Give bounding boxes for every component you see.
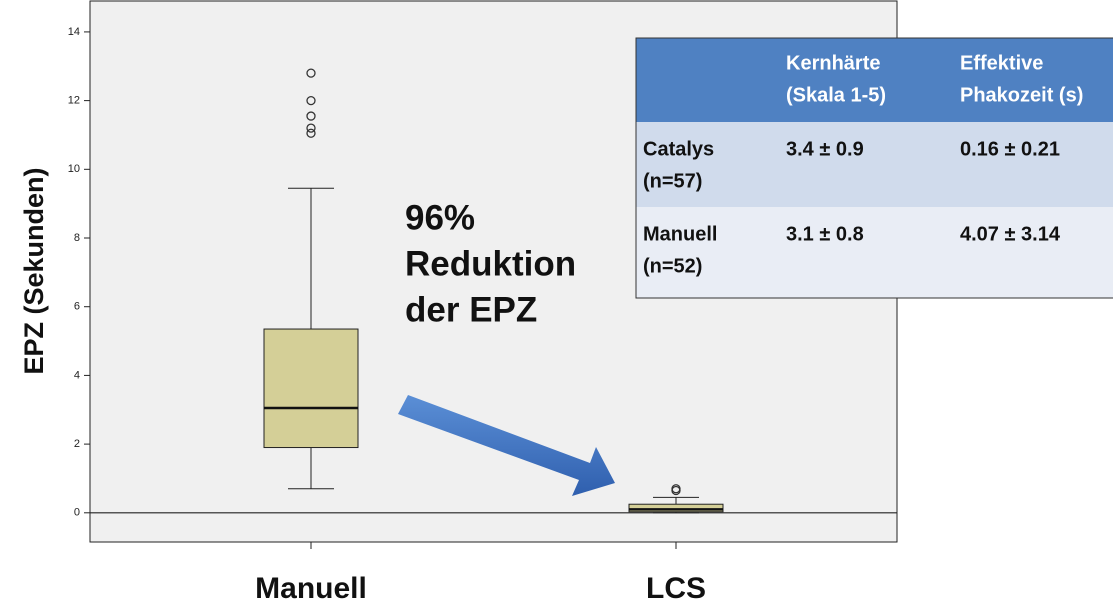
- table-row: [636, 38, 1113, 122]
- table-cell: 3.4 ± 0.9: [786, 138, 864, 160]
- y-tick-label: 4: [74, 369, 80, 381]
- y-tick-label: 0: [74, 507, 80, 519]
- table-cell: (Skala 1-5): [786, 84, 886, 106]
- table-row: [636, 122, 1113, 207]
- y-tick-label: 10: [68, 163, 80, 175]
- outlier: [306, 68, 316, 78]
- y-axis-label: EPZ (Sekunden): [19, 167, 49, 374]
- x-tick-label: LCS: [646, 572, 706, 605]
- table-cell: 3.1 ± 0.8: [786, 223, 864, 245]
- arrow: [398, 395, 615, 496]
- table-cell: 0.16 ± 0.21: [960, 138, 1060, 160]
- table-row: [636, 207, 1113, 298]
- table-cell: Effektive: [960, 52, 1043, 74]
- table-border: [635, 37, 1113, 299]
- outlier: [306, 111, 316, 121]
- outlier: [671, 484, 681, 494]
- table-cell: 4.07 ± 3.14: [960, 223, 1061, 245]
- y-tick-label: 14: [68, 26, 80, 38]
- outlier: [306, 95, 316, 106]
- outlier: [306, 128, 316, 138]
- y-tick-label: 2: [74, 438, 80, 450]
- outlier: [306, 123, 316, 133]
- y-tick-label: 12: [68, 95, 80, 107]
- y-tick-label: 6: [74, 301, 80, 313]
- x-tick-label: Manuell: [255, 572, 367, 605]
- annotation: Reduktion: [405, 244, 576, 283]
- table-cell: Kernhärte: [786, 52, 880, 74]
- table-cell: (n=52): [643, 255, 702, 277]
- table-cell: Catalys: [643, 138, 714, 160]
- table-cell: Phakozeit (s): [960, 84, 1083, 106]
- table-cell: Manuell: [643, 223, 717, 245]
- y-tick-label: 8: [74, 232, 80, 244]
- box: [628, 503, 724, 513]
- annotation: der EPZ: [405, 290, 537, 329]
- annotation: 96%: [405, 198, 475, 237]
- table-cell: (n=57): [643, 170, 702, 192]
- box: [263, 328, 359, 449]
